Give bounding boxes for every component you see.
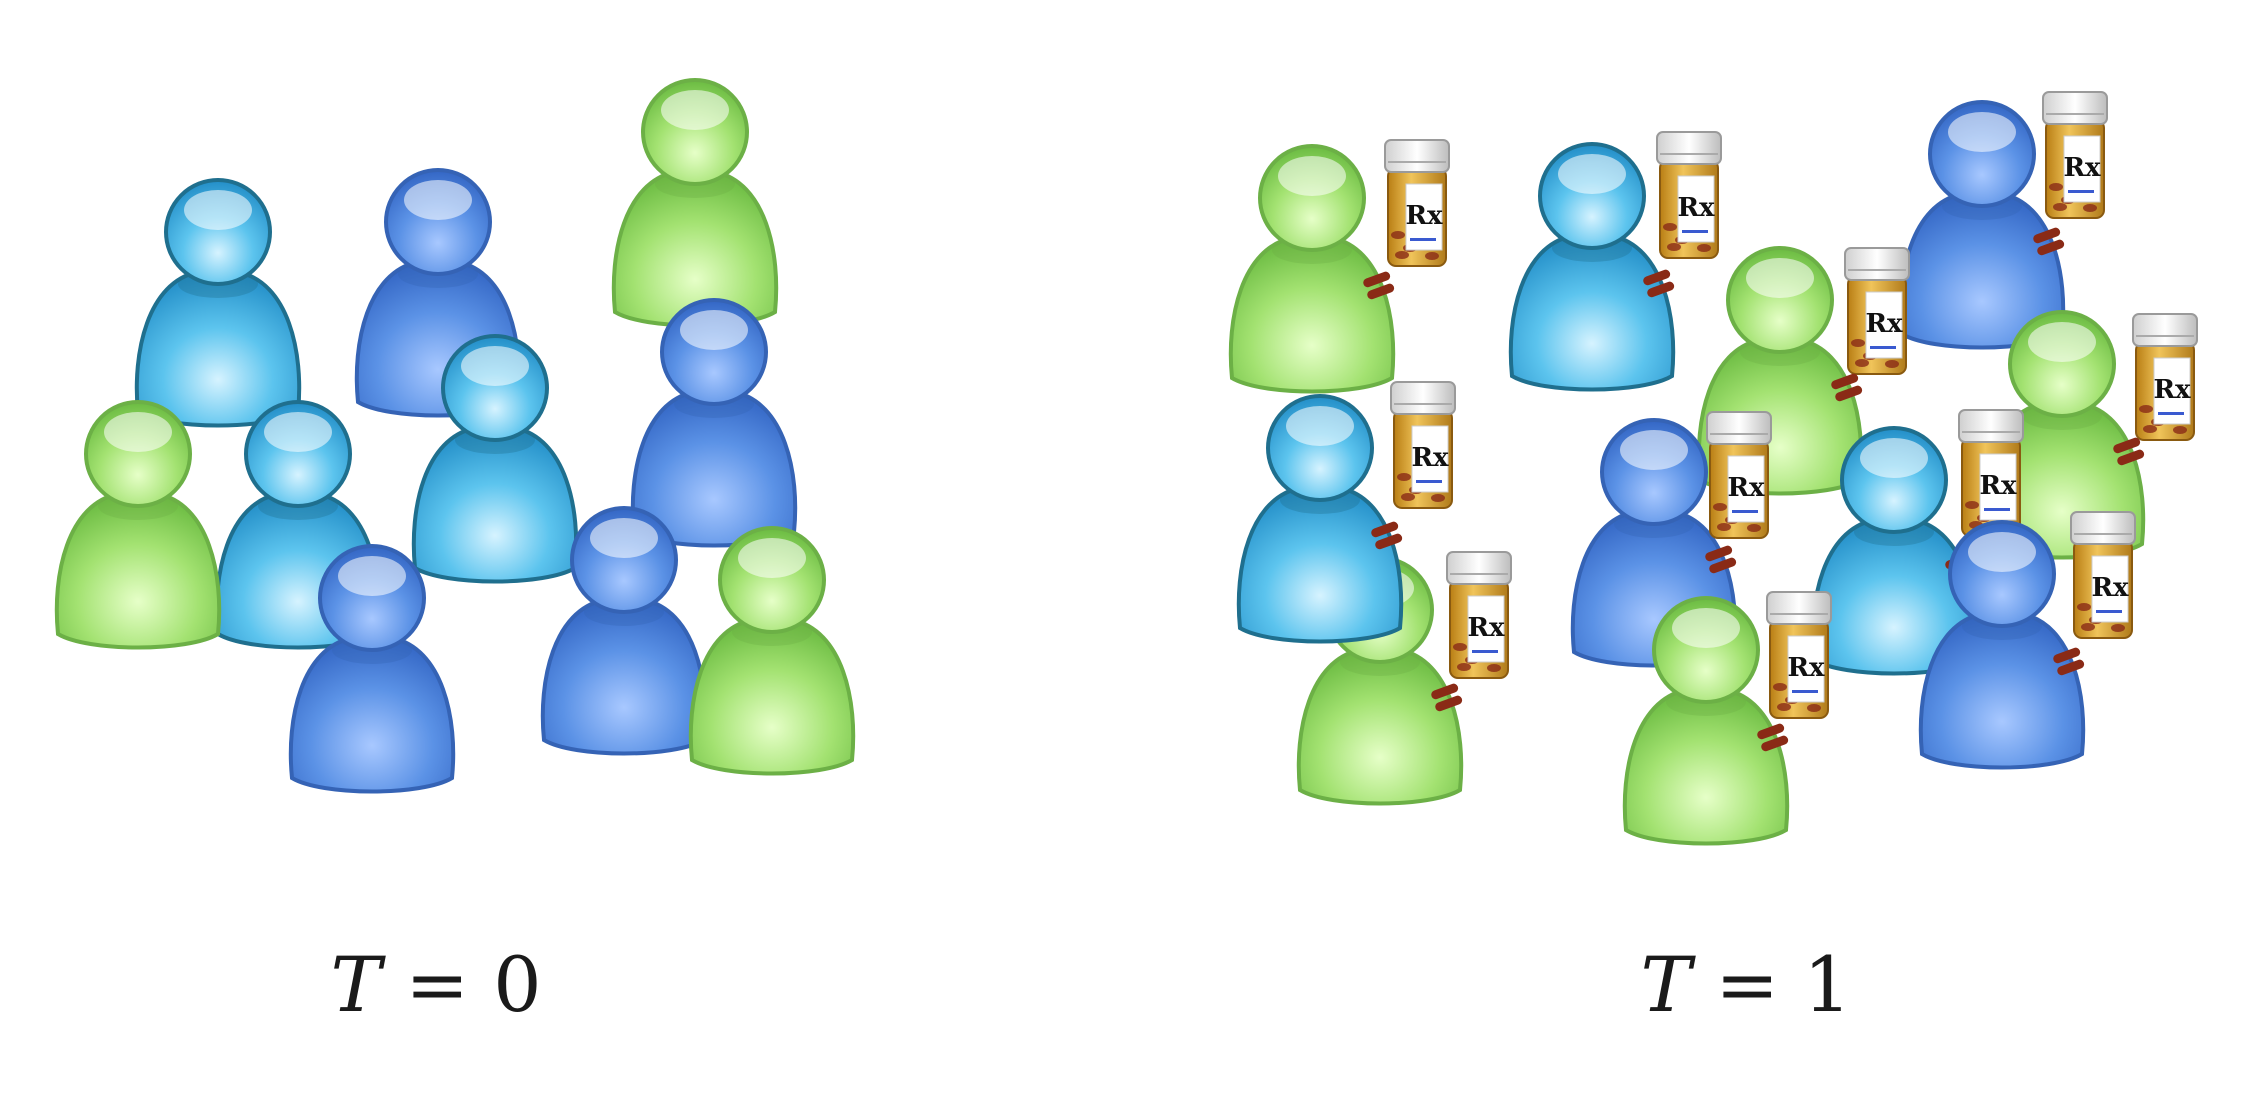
pill-icon xyxy=(1705,545,1737,574)
caption-t0: T = 0 xyxy=(136,940,736,1029)
person-icon xyxy=(134,178,302,428)
treated-person: Rx xyxy=(1898,91,2108,350)
treated-person: Rx xyxy=(1810,409,2024,676)
pill-bottle-icon: Rx xyxy=(2132,313,2198,441)
pill-bottle-icon: Rx xyxy=(1706,411,1772,539)
rx-label: Rx xyxy=(1405,201,1443,231)
pill-icon xyxy=(1643,269,1675,298)
pill-icon xyxy=(2113,437,2145,466)
treated-person: Rx xyxy=(1508,131,1722,392)
pill-icon xyxy=(1363,271,1395,300)
person-icon xyxy=(411,334,579,584)
person-icon xyxy=(1622,596,1790,846)
treated-person: Rx xyxy=(1228,139,1450,394)
caption-variable: T xyxy=(330,940,382,1029)
pill-bottle-icon: Rx xyxy=(2042,91,2108,219)
rx-label: Rx xyxy=(2153,375,2191,405)
rx-label: Rx xyxy=(1727,473,1765,503)
pill-icon xyxy=(2053,647,2085,676)
person-icon xyxy=(1696,246,1864,496)
person-icon xyxy=(1228,144,1396,394)
pill-bottle-icon: Rx xyxy=(1656,131,1722,259)
rx-label: Rx xyxy=(1787,653,1825,683)
treated-person: Rx xyxy=(1918,511,2136,770)
person-icon xyxy=(288,544,456,794)
caption-operator: = xyxy=(405,940,470,1029)
person-icon xyxy=(54,400,222,650)
rx-label: Rx xyxy=(2091,573,2129,603)
treated-person: Rx xyxy=(1236,381,1456,644)
rx-label: Rx xyxy=(1411,443,1449,473)
pill-icon xyxy=(1757,723,1789,752)
rx-label: Rx xyxy=(1467,613,1505,643)
person-icon xyxy=(1898,100,2066,350)
pill-bottle-icon: Rx xyxy=(1958,409,2024,537)
pill-bottle-icon: Rx xyxy=(2070,511,2136,639)
rx-label: Rx xyxy=(1677,193,1715,223)
rx-label: Rx xyxy=(1979,471,2017,501)
untreated-group xyxy=(54,78,856,794)
pill-bottle-icon: Rx xyxy=(1766,591,1832,719)
pill-icon xyxy=(1371,521,1403,550)
caption-value: 0 xyxy=(493,940,542,1029)
person-icon xyxy=(630,298,798,548)
person-icon xyxy=(611,78,779,328)
pill-bottle-icon: Rx xyxy=(1390,381,1456,509)
person-icon xyxy=(1810,426,1978,676)
rx-label: Rx xyxy=(1865,309,1903,339)
rx-label: Rx xyxy=(2063,153,2101,183)
treated-person: Rx xyxy=(1696,246,1910,496)
person-icon xyxy=(1236,394,1404,644)
caption-t1: T = 1 xyxy=(1446,940,2046,1029)
caption-value: 1 xyxy=(1803,940,1852,1029)
person-icon xyxy=(354,168,522,418)
pill-bottle-icon: Rx xyxy=(1384,139,1450,267)
person-icon xyxy=(688,526,856,776)
pill-bottle-icon: Rx xyxy=(1844,247,1910,375)
caption-operator: = xyxy=(1715,940,1780,1029)
person-icon xyxy=(1508,142,1676,392)
person-icon xyxy=(540,506,708,756)
pill-icon xyxy=(1431,683,1463,712)
treated-person: Rx xyxy=(1622,591,1832,846)
pill-icon xyxy=(1831,373,1863,402)
pill-bottle-icon: Rx xyxy=(1446,551,1512,679)
pill-icon xyxy=(2033,227,2065,256)
person-icon xyxy=(1918,520,2086,770)
caption-variable: T xyxy=(1640,940,1692,1029)
treated-group: Rx Rx Rx Rx Rx Rx Rx Rx Rx Rx Rx xyxy=(1228,91,2198,846)
